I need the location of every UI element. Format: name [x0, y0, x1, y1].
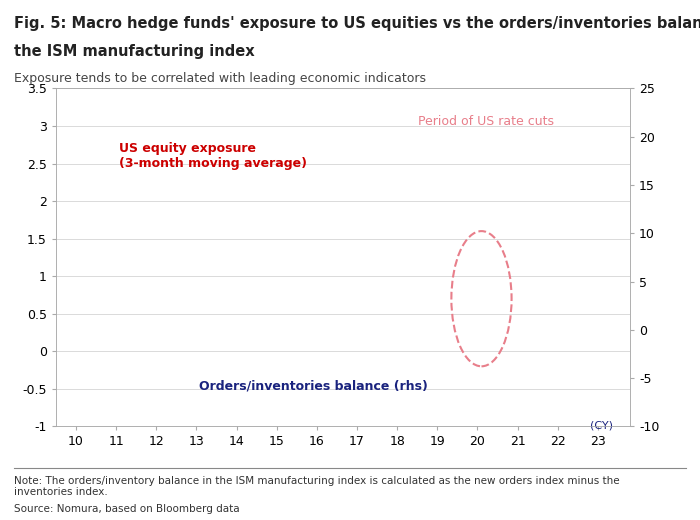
Text: Source: Nomura, based on Bloomberg data: Source: Nomura, based on Bloomberg data — [14, 504, 239, 514]
Text: Note: The orders/inventory balance in the ISM manufacturing index is calculated : Note: The orders/inventory balance in th… — [14, 476, 620, 498]
Text: (CY): (CY) — [590, 420, 613, 430]
Text: Fig. 5: Macro hedge funds' exposure to US equities vs the orders/inventories bal: Fig. 5: Macro hedge funds' exposure to U… — [14, 16, 700, 31]
Text: Exposure tends to be correlated with leading economic indicators: Exposure tends to be correlated with lea… — [14, 72, 426, 85]
Text: the ISM manufacturing index: the ISM manufacturing index — [14, 44, 255, 59]
Text: Orders/inventories balance (rhs): Orders/inventories balance (rhs) — [199, 379, 428, 392]
Text: US equity exposure
(3-month moving average): US equity exposure (3-month moving avera… — [119, 142, 307, 171]
Text: Period of US rate cuts: Period of US rate cuts — [418, 115, 554, 128]
